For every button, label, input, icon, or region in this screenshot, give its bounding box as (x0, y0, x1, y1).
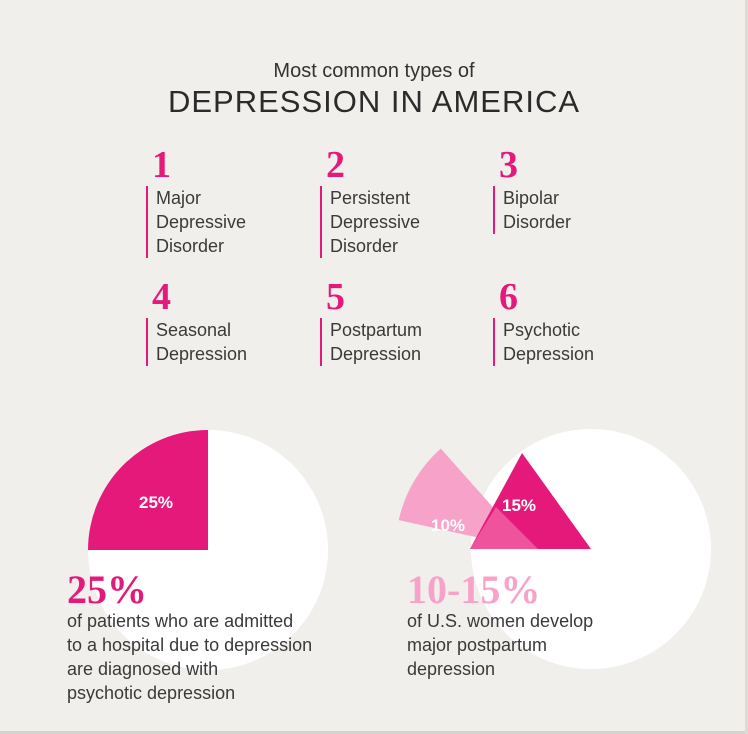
type-item-2: 2 Persistent Depressive Disorder (320, 146, 490, 258)
type-number: 2 (326, 144, 345, 186)
pie-chart-postpartum: 10% 15% (398, 429, 711, 669)
type-item-1: 1 Major Depressive Disorder (146, 146, 316, 258)
pie-slice-label: 25% (139, 493, 173, 512)
type-number: 6 (499, 276, 518, 318)
page-title: DEPRESSION IN AMERICA (167, 84, 581, 119)
type-item-3: 3 Bipolar Disorder (493, 146, 663, 234)
pie-chart-psychotic: 25% (88, 430, 328, 670)
type-number: 1 (152, 144, 171, 186)
stat-headline: 25% (67, 567, 147, 612)
type-number: 5 (326, 276, 345, 318)
type-label: Seasonal Depression (146, 318, 316, 366)
type-label: Psychotic Depression (493, 318, 663, 366)
right-border (745, 0, 748, 734)
pie-slice-overlap (470, 507, 538, 549)
type-label: Major Depressive Disorder (146, 186, 316, 258)
type-label: Persistent Depressive Disorder (320, 186, 490, 258)
type-label: Bipolar Disorder (493, 186, 663, 234)
type-number: 3 (499, 144, 518, 186)
pie-slice-label: 15% (502, 496, 536, 515)
stat-text: of patients who are admitted to a hospit… (67, 611, 313, 703)
type-item-4: 4 Seasonal Depression (146, 278, 316, 366)
type-item-6: 6 Psychotic Depression (493, 278, 663, 366)
type-number: 4 (152, 276, 171, 318)
pie-slice-25 (88, 430, 208, 550)
stat-text: of U.S. women develop major postpartum d… (407, 611, 594, 679)
pie-slice-label: 10% (431, 516, 465, 535)
type-item-5: 5 Postpartum Depression (320, 278, 490, 366)
subtitle: Most common types of (273, 60, 475, 82)
stat-headline: 10-15% (407, 567, 541, 612)
bottom-border (0, 731, 748, 734)
type-label: Postpartum Depression (320, 318, 490, 366)
